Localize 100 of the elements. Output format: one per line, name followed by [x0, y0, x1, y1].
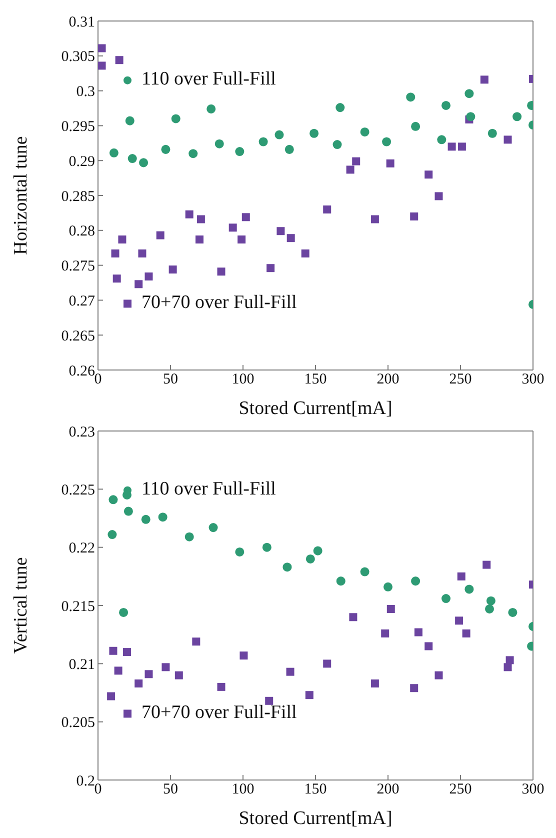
- x-tick-label: 100: [232, 782, 254, 798]
- x-tick-label: 50: [163, 782, 178, 798]
- point: [441, 100, 451, 110]
- point: [124, 506, 133, 516]
- y-tick-label: 0.31: [68, 14, 95, 30]
- point: [406, 92, 416, 102]
- point: [128, 154, 137, 164]
- point: [504, 663, 512, 672]
- point: [346, 166, 354, 174]
- point: [410, 684, 418, 692]
- point: [235, 147, 244, 156]
- point: [466, 112, 476, 122]
- point: [360, 127, 370, 136]
- point: [448, 142, 456, 151]
- point: [109, 646, 118, 655]
- point: [156, 231, 164, 240]
- point: [196, 215, 205, 224]
- point: [144, 272, 153, 280]
- point: [266, 264, 275, 272]
- point: [332, 140, 342, 150]
- point: [486, 596, 496, 606]
- point: [480, 76, 488, 84]
- x-tick-label: 250: [449, 372, 472, 388]
- point: [107, 692, 116, 700]
- point: [171, 114, 180, 124]
- point: [184, 532, 194, 542]
- point: [352, 157, 360, 166]
- point: [284, 144, 294, 154]
- point: [196, 235, 204, 244]
- point: [381, 629, 390, 638]
- point: [310, 128, 319, 138]
- point: [98, 62, 106, 70]
- point: [217, 682, 226, 691]
- point: [123, 648, 131, 656]
- point: [208, 523, 218, 532]
- point: [228, 224, 237, 232]
- point: [424, 170, 433, 179]
- point: [141, 514, 150, 524]
- point: [108, 530, 117, 540]
- point: [462, 629, 470, 638]
- legend-label: 70+70 over Full-Fill: [142, 292, 297, 314]
- y-tick-label: 0.3: [76, 84, 95, 100]
- point: [441, 594, 451, 604]
- point: [458, 142, 466, 151]
- point: [464, 89, 474, 98]
- point: [185, 210, 194, 218]
- point: [434, 192, 443, 200]
- point: [414, 628, 422, 636]
- point: [115, 56, 124, 64]
- x-tick-label: 300: [522, 372, 544, 388]
- point: [138, 249, 146, 258]
- point: [286, 234, 295, 242]
- y-tick-label: 0.215: [61, 598, 95, 615]
- point: [360, 567, 370, 576]
- point: [504, 136, 512, 144]
- point: [114, 666, 122, 675]
- y-tick-label: 0.28: [68, 224, 95, 240]
- point: [383, 582, 393, 592]
- y-tick-label: 0.29: [68, 154, 95, 170]
- point: [336, 576, 346, 586]
- point: [139, 158, 148, 168]
- x-tick-label: 100: [232, 372, 254, 388]
- point: [434, 671, 443, 680]
- point: [109, 148, 118, 158]
- y-axis-title: Vertical tune: [10, 557, 32, 654]
- x-tick-label: 200: [376, 782, 400, 798]
- point: [382, 137, 392, 146]
- point: [506, 656, 514, 664]
- point: [118, 235, 126, 244]
- point: [98, 44, 106, 52]
- point: [258, 137, 268, 146]
- point: [206, 104, 216, 114]
- point: [240, 652, 248, 660]
- point: [134, 280, 143, 288]
- point: [214, 139, 224, 148]
- point: [125, 116, 134, 126]
- y-tick-label: 0.305: [61, 49, 95, 66]
- point: [323, 205, 332, 214]
- point: [274, 130, 284, 140]
- legend-label: 110 over Full-Fill: [142, 68, 276, 90]
- point: [161, 144, 170, 154]
- y-tick-label: 0.21: [68, 656, 95, 673]
- x-tick-label: 0: [94, 782, 102, 798]
- y-axis-title: Horizontal tune: [10, 136, 32, 255]
- y-tick-label: 0.225: [61, 482, 95, 498]
- legend-label: 110 over Full-Fill: [142, 478, 276, 500]
- x-tick-label: 200: [376, 372, 400, 388]
- point: [305, 691, 314, 700]
- point: [410, 212, 418, 220]
- point: [262, 542, 272, 552]
- point: [437, 135, 446, 144]
- point: [112, 274, 121, 283]
- y-tick-label: 0.205: [61, 715, 95, 732]
- point: [134, 679, 143, 688]
- point: [242, 213, 250, 222]
- point: [235, 547, 244, 556]
- point: [108, 495, 118, 504]
- point: [488, 128, 497, 138]
- point: [119, 608, 128, 617]
- x-tick-label: 0: [94, 372, 102, 388]
